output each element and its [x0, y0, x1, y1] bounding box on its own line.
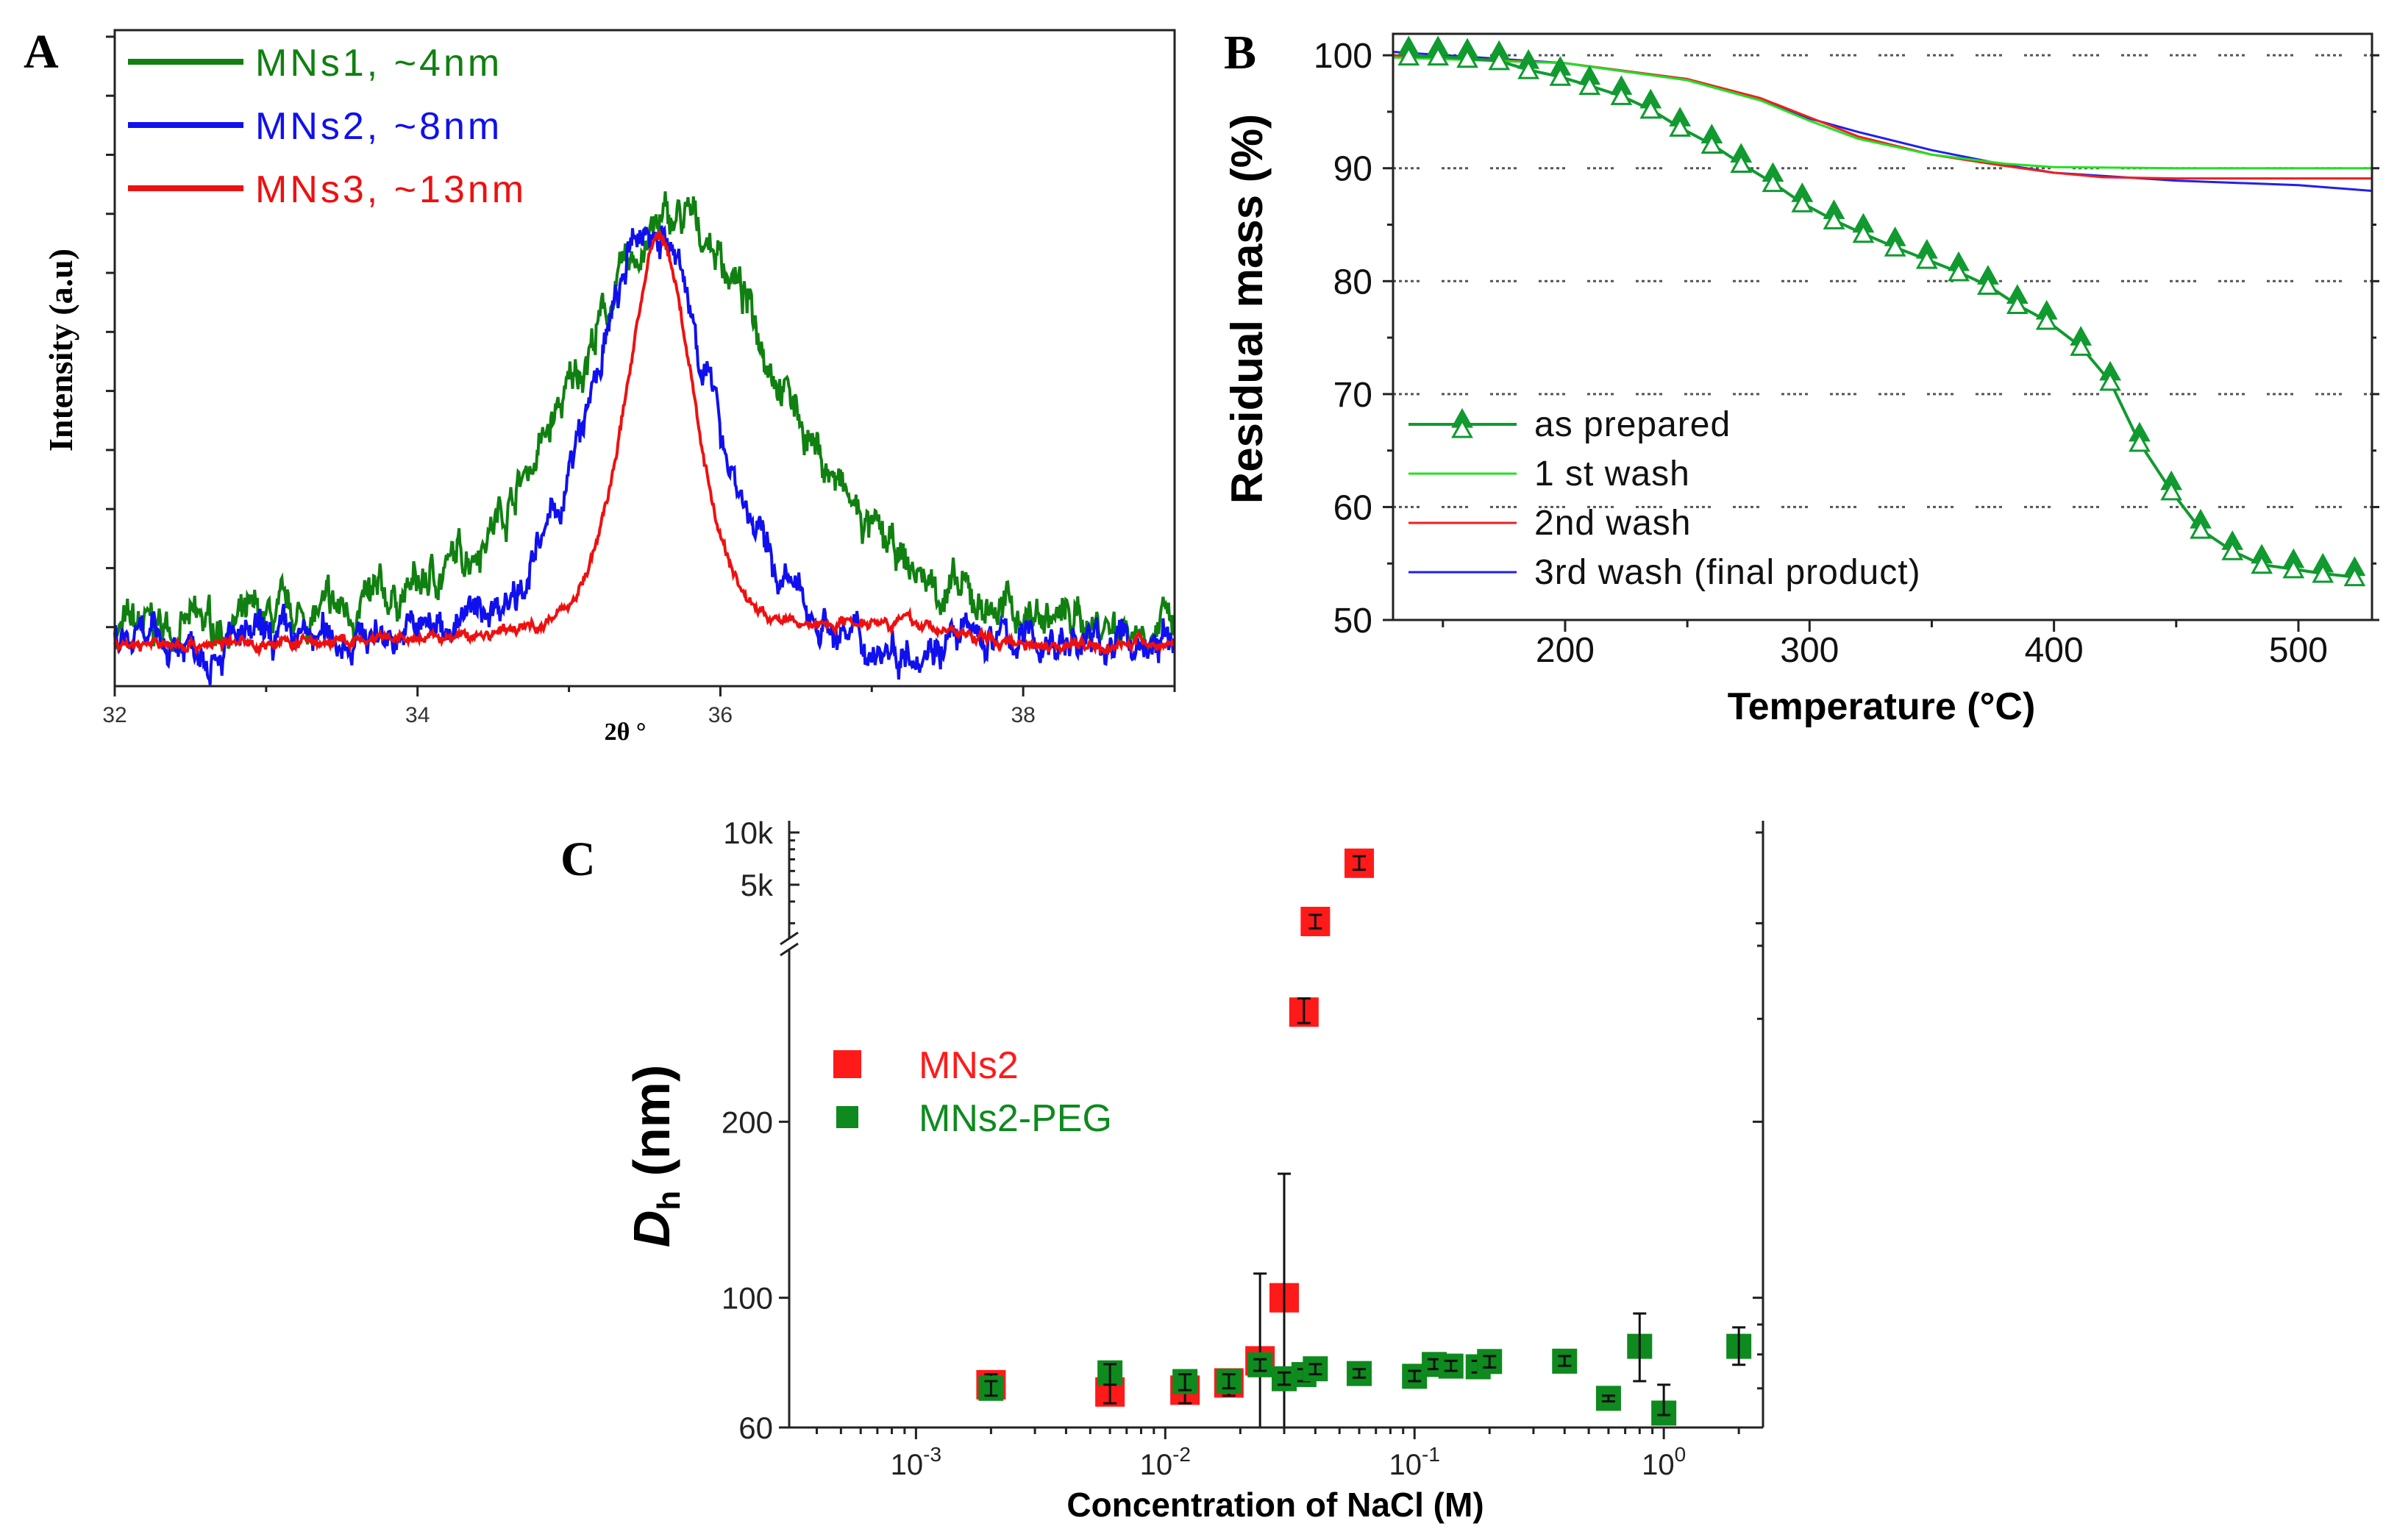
data-marker-b	[1549, 66, 1572, 86]
data-marker-b	[1427, 46, 1450, 66]
x-tick-label-c: 10-3	[891, 1443, 941, 1481]
x-tick-label-a: 34	[405, 703, 430, 727]
legend-label-b: 1 st wash	[1534, 454, 1690, 493]
data-marker-b	[1578, 75, 1601, 96]
data-marker-b	[1669, 117, 1692, 137]
y-tick-label-b: 60	[1333, 488, 1372, 527]
data-marker-b	[2282, 558, 2305, 579]
x-tick-label-c: 10-1	[1389, 1443, 1440, 1481]
tga-series-line-1	[1394, 56, 2372, 170]
x-axis-label-b: Temperature (°C)	[1728, 685, 2036, 728]
data-marker-b	[1915, 249, 1938, 269]
data-marker-b	[1852, 223, 1875, 243]
y-tick-label-b: 50	[1333, 602, 1372, 641]
xrd-series-line-2	[113, 224, 1176, 685]
y-tick-label-c: 60	[738, 1411, 773, 1445]
x-tick-label-b: 300	[1780, 631, 1839, 670]
data-marker-b	[1397, 46, 1420, 66]
y-tick-label-b: 70	[1333, 376, 1372, 415]
data-marker-b	[2312, 563, 2334, 583]
axis-break-mark-c	[780, 931, 799, 946]
legend-marker-b	[1451, 418, 1473, 438]
data-marker-b	[2190, 518, 2212, 539]
x-tick-label-b: 500	[2269, 631, 2328, 670]
y-tick-label-b: 100	[1314, 37, 1372, 76]
y-axis-label-b: Residual mass (%)	[1222, 114, 1272, 504]
data-marker-b	[1762, 172, 1784, 193]
panel-label-a: A	[24, 25, 59, 79]
data-marker-b	[1517, 59, 1540, 79]
data-marker-b	[1791, 193, 1814, 213]
y-tick-label-b: 80	[1333, 263, 1372, 302]
panel-label-c: C	[560, 833, 596, 886]
legend-label-a: MNs2, ~8nm	[255, 105, 502, 148]
legend-label-a: MNs1, ~4nm	[255, 42, 502, 85]
panel-b-tga-chart: B Residual mass (%) Temperature (°C) 200…	[1222, 26, 2379, 728]
y-tick-label-b: 90	[1333, 150, 1372, 189]
data-marker-b	[2099, 371, 2121, 391]
data-marker-b	[1639, 99, 1662, 119]
y-tick-label-c: 10k	[723, 816, 774, 850]
panel-c-dls-chart: C Dh (nm) Concentration of NaCl (M) 10-3…	[560, 816, 1764, 1524]
data-marker-b	[1488, 50, 1511, 71]
data-marker-b	[1823, 210, 1845, 229]
x-tick-label-b: 400	[2025, 631, 2084, 670]
xrd-series-line-3	[113, 229, 1176, 657]
legend-label-b: 2nd wash	[1534, 504, 1691, 543]
panel-a-xrd-chart: A Intensity (a.u) 2θ ° 32 34 36 38 MNs1, ~4n…	[24, 25, 1176, 746]
legend-marker-c	[833, 1050, 861, 1078]
legend-label-b: 3rd wash (final product)	[1534, 553, 1921, 592]
data-marker-b	[2343, 566, 2366, 587]
data-marker-b	[1884, 237, 1906, 257]
xrd-series-line-1	[113, 191, 1176, 655]
plot-frame-a	[113, 29, 1176, 688]
data-marker-b	[1610, 85, 1633, 105]
data-marker-b	[1700, 134, 1723, 154]
x-tick-label-c: 10-2	[1140, 1443, 1191, 1481]
data-marker-b	[2160, 480, 2183, 501]
legend-marker-c	[836, 1106, 858, 1128]
data-marker-b	[1948, 261, 1970, 282]
y-axis-label-c: Dh (nm)	[623, 1065, 687, 1248]
y-tick-label-c: 5k	[741, 868, 774, 902]
data-marker-b	[2070, 336, 2093, 356]
data-marker-b	[2251, 554, 2273, 574]
legend-label-c: MNs2	[919, 1044, 1019, 1087]
x-tick-label-c: 100	[1642, 1443, 1686, 1481]
data-marker-b	[2006, 294, 2029, 315]
plot-frame-b	[1392, 32, 2373, 621]
data-marker-b	[2221, 541, 2244, 560]
axis-break-mark-c	[780, 942, 799, 957]
x-tick-label-a: 32	[102, 703, 127, 727]
data-marker-b	[1456, 48, 1478, 68]
y-tick-label-c: 200	[722, 1105, 773, 1139]
data-marker-b	[1730, 153, 1753, 174]
y-axis-label-a: Intensity (a.u)	[42, 249, 79, 452]
panel-label-b: B	[1224, 26, 1256, 79]
y-tick-label-c: 100	[722, 1281, 773, 1316]
x-tick-label-a: 36	[708, 703, 733, 727]
x-tick-label-a: 38	[1011, 703, 1035, 727]
x-axis-label-a: 2θ °	[605, 719, 647, 746]
x-axis-label-c: Concentration of NaCl (M)	[1066, 1486, 1484, 1524]
x-tick-label-b: 200	[1536, 631, 1595, 670]
legend-label-b: as prepared	[1534, 405, 1731, 444]
data-marker-b	[1976, 275, 1999, 295]
data-marker-b	[2035, 310, 2058, 330]
legend-label-c: MNs2-PEG	[919, 1097, 1112, 1140]
legend-label-a: MNs3, ~13nm	[255, 168, 527, 211]
data-marker-b	[2129, 432, 2151, 452]
